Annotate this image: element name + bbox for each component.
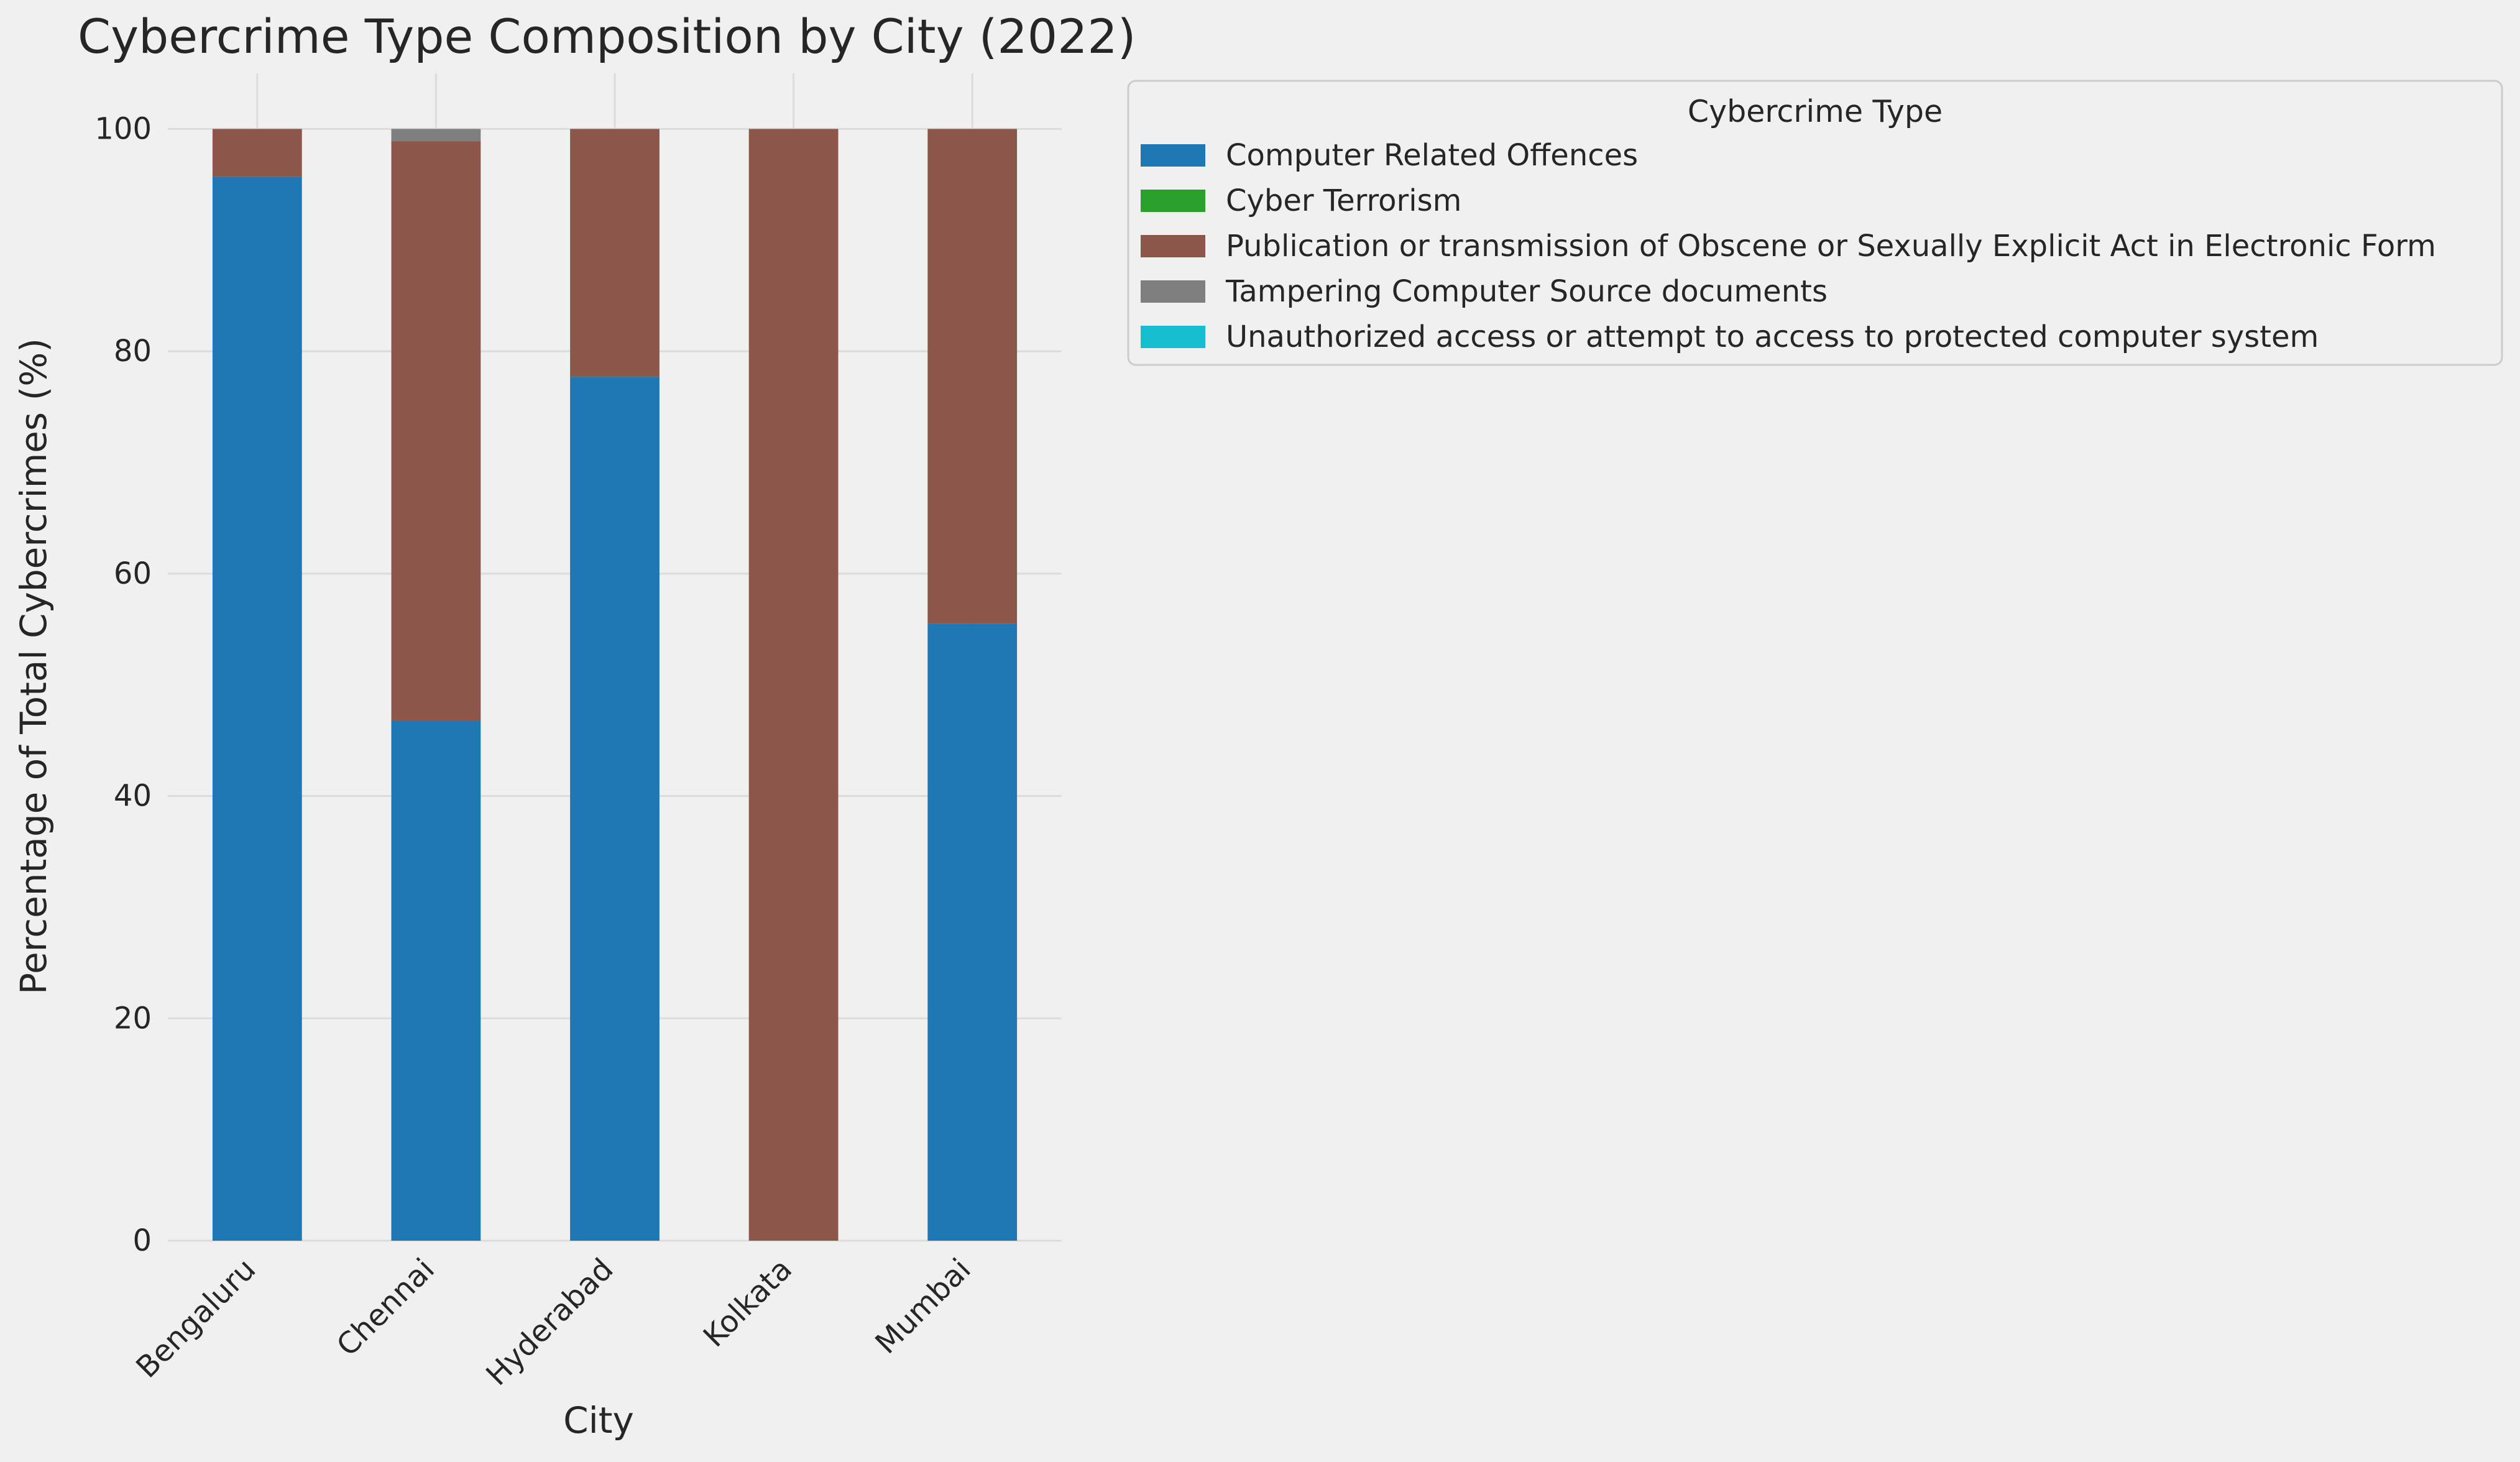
bar-segment (212, 129, 302, 177)
bar-segment (391, 129, 481, 142)
chart-title: Cybercrime Type Composition by City (202… (78, 9, 1136, 64)
bar-segment (927, 129, 1018, 624)
bar-segment (391, 141, 481, 720)
legend-label: Computer Related Offences (1226, 138, 1638, 173)
legend-swatch (1141, 190, 1205, 212)
y-axis-label: Percentage of Total Cybercrimes (%) (12, 338, 55, 995)
legend-label: Unauthorized access or attempt to access… (1226, 320, 2319, 354)
legend-swatch (1141, 235, 1205, 257)
legend-swatch (1141, 144, 1205, 167)
bar-segment (212, 177, 302, 1241)
y-tick-label: 100 (94, 111, 152, 146)
legend-label: Publication or transmission of Obscene o… (1226, 229, 2436, 264)
legend-label: Tampering Computer Source documents (1225, 274, 1828, 309)
legend-title: Cybercrime Type (1688, 94, 1943, 129)
bar-segment (391, 720, 481, 1241)
y-tick-label: 0 (132, 1223, 152, 1258)
legend-label: Cyber Terrorism (1226, 183, 1461, 218)
bar-segment (748, 129, 839, 1241)
bar-segment (570, 377, 660, 1241)
y-tick-label: 60 (114, 556, 152, 591)
y-ticks-layer: 0 20 40 60 80 100 (94, 111, 152, 1258)
bar-layer (212, 129, 1018, 1241)
y-tick-label: 80 (114, 334, 152, 369)
legend-items: Computer Related Offences Cyber Terrorism… (1141, 138, 2436, 354)
bar-segment (570, 129, 660, 377)
legend-swatch (1141, 326, 1205, 348)
bar-segment (927, 623, 1018, 1241)
y-tick-label: 20 (114, 1001, 152, 1036)
legend-swatch (1141, 280, 1205, 303)
x-axis-label: City (563, 1399, 634, 1441)
legend-box (1127, 80, 2503, 366)
legend: Cybercrime Type Computer Related Offence… (1127, 80, 2503, 366)
y-tick-label: 40 (114, 779, 152, 814)
